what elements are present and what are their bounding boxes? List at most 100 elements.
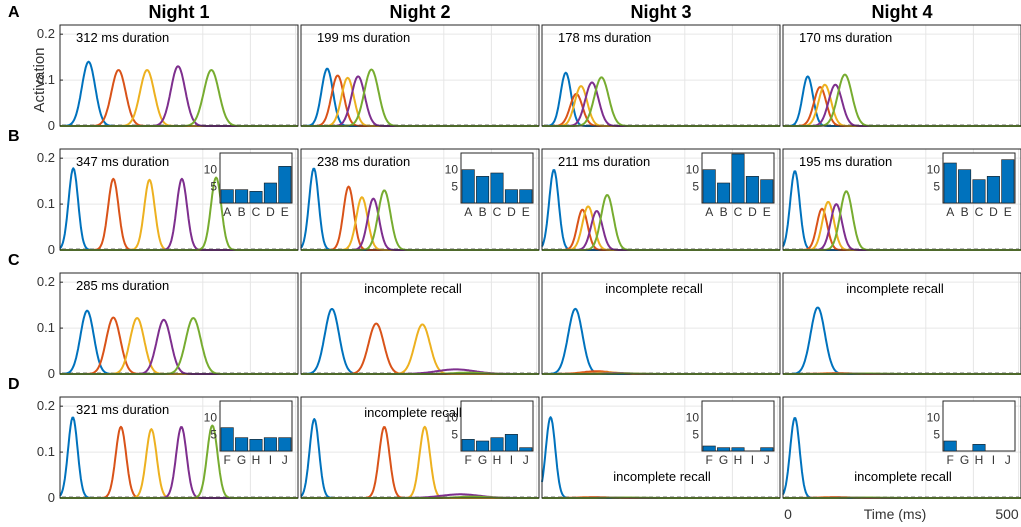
time-axis-end: 500	[995, 506, 1019, 522]
panel-a-4: 170 ms duration	[782, 24, 1021, 127]
column-title: Night 3	[631, 2, 692, 22]
inset-category-label: E	[522, 205, 530, 219]
panel-note: 285 ms duration	[76, 278, 169, 293]
panel-note: 238 ms duration	[317, 154, 410, 169]
panel-frame	[782, 396, 1021, 499]
panel-frame	[782, 24, 1021, 127]
panel-c-3: incomplete recall	[541, 272, 781, 375]
inset-category-label: J	[523, 453, 529, 467]
inset-bar	[490, 437, 504, 452]
panel-d-3: incomplete recall 5 10 F G H I J	[541, 396, 781, 499]
column-title: Night 1	[149, 2, 210, 22]
inset-y-tick: 5	[210, 427, 217, 441]
inset-bar	[717, 447, 731, 452]
inset-category-label: G	[719, 453, 728, 467]
panel-frame	[782, 148, 1021, 251]
panel-note: incomplete recall	[854, 469, 952, 484]
inset-y-tick: 5	[692, 427, 699, 441]
inset-category-label: J	[764, 453, 770, 467]
y-tick-label: 0.1	[37, 320, 55, 335]
inset-bar	[943, 440, 957, 452]
inset-chart: 5 10 F G H I J	[927, 400, 1016, 467]
panel-frame	[541, 396, 781, 499]
inset-category-label: E	[763, 205, 771, 219]
panel-b-1: 0 0.1 0.2 347 ms duration 5 10 A B C D E	[37, 148, 299, 257]
y-tick-label: 0	[48, 490, 55, 505]
panel-c-2: incomplete recall	[300, 272, 540, 375]
inset-category-label: F	[224, 453, 231, 467]
inset-bar	[476, 440, 490, 452]
panel-c-1: 0 0.1 0.2 285 ms duration	[37, 272, 299, 381]
y-tick-label: 0	[48, 118, 55, 133]
y-tick-label: 0.2	[37, 274, 55, 289]
inset-category-label: H	[252, 453, 261, 467]
inset-frame	[701, 400, 775, 452]
panel-d-4: incomplete recall 5 10 F G H I J	[782, 396, 1021, 499]
panel-frame	[59, 396, 299, 499]
y-tick-label: 0.2	[37, 26, 55, 41]
inset-y-tick: 10	[445, 163, 459, 177]
y-tick-label: 0.2	[37, 398, 55, 413]
inset-bar	[263, 437, 277, 452]
series-line-5	[60, 69, 298, 127]
inset-category-label: B	[720, 205, 728, 219]
panel-b-2: 238 ms duration 5 10 A B C D E	[300, 148, 540, 251]
panel-note: 195 ms duration	[799, 154, 892, 169]
inset-category-label: A	[464, 205, 472, 219]
inset-chart: 5 10 A B C D E	[204, 152, 293, 219]
series-line-3	[542, 205, 780, 251]
inset-bar	[986, 176, 1000, 204]
series-line-1	[301, 308, 539, 375]
y-tick-label: 0.1	[37, 72, 55, 87]
inset-category-label: J	[282, 453, 288, 467]
inset-category-label: F	[706, 453, 713, 467]
inset-category-label: H	[734, 453, 743, 467]
panel-c-4: incomplete recall	[782, 272, 1021, 375]
inset-y-tick: 10	[686, 163, 700, 177]
inset-y-tick: 5	[451, 179, 458, 193]
inset-bar	[235, 189, 249, 204]
panel-note: 347 ms duration	[76, 154, 169, 169]
inset-bar	[731, 447, 745, 452]
panel-d-1: 0 0.1 0.2 321 ms duration 5 10 F G H I J	[37, 396, 299, 505]
series-line-3	[301, 196, 539, 251]
panel-b-4: 195 ms duration 5 10 A B C D E	[782, 148, 1021, 251]
panel-note: incomplete recall	[364, 405, 462, 420]
inset-category-label: A	[946, 205, 954, 219]
panel-b-3: 211 ms duration 5 10 A B C D E	[541, 148, 781, 251]
panel-note: 312 ms duration	[76, 30, 169, 45]
inset-y-tick: 10	[927, 163, 941, 177]
inset-category-label: A	[223, 205, 231, 219]
inset-bar	[958, 169, 972, 204]
column-title: Night 4	[872, 2, 933, 22]
inset-bar	[249, 439, 263, 452]
inset-bar	[504, 434, 518, 452]
inset-bar	[504, 189, 518, 204]
inset-y-tick: 10	[445, 411, 459, 425]
inset-category-label: C	[252, 205, 261, 219]
panel-frame	[300, 24, 540, 127]
panel-a-3: 178 ms duration	[541, 24, 781, 127]
series-line-1	[783, 306, 1021, 375]
inset-category-label: I	[751, 453, 754, 467]
inset-chart: 5 10 A B C D E	[927, 152, 1016, 219]
inset-bar	[760, 447, 774, 452]
inset-category-label: G	[237, 453, 246, 467]
inset-chart: 5 10 F G H I J	[445, 400, 534, 467]
inset-category-label: B	[238, 205, 246, 219]
inset-category-label: H	[493, 453, 502, 467]
inset-category-label: G	[478, 453, 487, 467]
inset-category-label: D	[507, 205, 516, 219]
inset-y-tick: 10	[927, 411, 941, 425]
series-line-5	[542, 76, 780, 127]
column-title: Night 2	[390, 2, 451, 22]
panel-note: 199 ms duration	[317, 30, 410, 45]
inset-bar	[278, 166, 292, 204]
series-line-1	[60, 60, 298, 127]
inset-category-label: E	[281, 205, 289, 219]
series-line-1	[542, 71, 780, 127]
inset-y-tick: 5	[933, 179, 940, 193]
panel-frame	[300, 272, 540, 375]
panel-note: 170 ms duration	[799, 30, 892, 45]
y-tick-label: 0	[48, 366, 55, 381]
